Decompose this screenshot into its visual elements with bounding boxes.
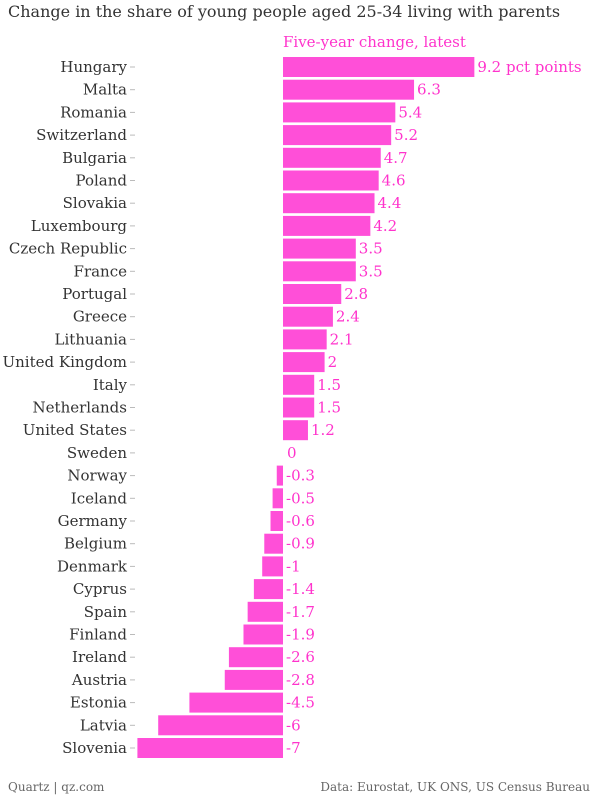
bar: [283, 397, 315, 418]
category-label: Malta: [83, 81, 127, 99]
bar: [158, 715, 283, 736]
category-label: Slovakia: [63, 194, 127, 212]
category-label: Poland: [75, 172, 127, 190]
category-label: Lithuania: [55, 330, 128, 348]
value-label: 6.3: [417, 81, 441, 99]
category-label: Luxembourg: [31, 217, 128, 235]
value-label: 0: [287, 444, 297, 462]
category-label: Ireland: [72, 648, 127, 666]
bar: [283, 352, 325, 373]
bar: [283, 147, 381, 168]
bar: [283, 261, 356, 282]
category-label: Portugal: [62, 285, 127, 303]
category-label: Belgium: [64, 535, 127, 553]
category-label: Netherlands: [33, 399, 127, 417]
bar: [283, 193, 375, 214]
bar: [283, 102, 396, 123]
category-label: Austria: [71, 671, 127, 689]
category-label: Finland: [69, 626, 127, 644]
bar: [224, 669, 283, 690]
bar: [253, 579, 283, 600]
category-label: Switzerland: [36, 126, 127, 144]
category-label: Bulgaria: [62, 149, 127, 167]
value-label: 4.4: [378, 194, 402, 212]
bar: [228, 647, 283, 668]
value-label: 4.6: [382, 172, 406, 190]
value-label: 4.2: [373, 217, 397, 235]
category-label: Slovenia: [62, 739, 127, 757]
category-label: Italy: [93, 376, 128, 394]
bar: [283, 79, 415, 100]
source-credit: Quartz | qz.com: [8, 780, 105, 794]
bar: [283, 215, 371, 236]
data-source: Data: Eurostat, UK ONS, US Census Bureau: [320, 780, 590, 794]
category-label: United States: [23, 421, 127, 439]
value-label: -0.3: [286, 467, 315, 485]
category-label: Germany: [58, 512, 128, 530]
value-label: 2: [328, 353, 338, 371]
category-label: Estonia: [70, 694, 127, 712]
bar: [137, 738, 283, 758]
bar: [264, 533, 283, 554]
value-label: -6: [286, 716, 301, 734]
value-label: 9.2 pct points: [477, 58, 581, 76]
category-label: France: [74, 262, 128, 280]
category-label: Spain: [84, 603, 128, 621]
bar: [247, 601, 283, 622]
value-label: 3.5: [359, 262, 383, 280]
value-label: -4.5: [286, 694, 315, 712]
bar: [283, 170, 379, 191]
value-label: 5.2: [394, 126, 418, 144]
bar: [283, 57, 475, 77]
chart-title: Change in the share of young people aged…: [8, 2, 561, 21]
category-label: United Kingdom: [3, 353, 128, 371]
bar: [283, 420, 308, 441]
bar: [189, 692, 283, 713]
bar: [276, 465, 283, 486]
value-label: -1.7: [286, 603, 315, 621]
bar: [272, 488, 283, 509]
value-label: -1.4: [286, 580, 315, 598]
value-label: -0.6: [286, 512, 315, 530]
category-label: Denmark: [57, 557, 128, 575]
bar: [283, 329, 327, 350]
bar: [283, 125, 392, 146]
bar: [270, 511, 283, 531]
value-label: 2.1: [330, 330, 354, 348]
category-label: Sweden: [67, 444, 127, 462]
bar: [243, 624, 283, 645]
category-label: Romania: [60, 103, 127, 121]
value-label: 1.2: [311, 421, 335, 439]
bar: [262, 556, 283, 577]
value-label: -2.8: [286, 671, 315, 689]
category-label: Iceland: [71, 489, 128, 507]
bars-group: Hungary 9.2 pct points Malta 6.3 Romania 5.4 S…: [3, 57, 582, 758]
category-label: Norway: [67, 467, 127, 485]
category-label: Cyprus: [73, 580, 127, 598]
value-label: 2.4: [336, 308, 360, 326]
value-label: 1.5: [317, 399, 341, 417]
value-label: -1.9: [286, 626, 315, 644]
category-label: Czech Republic: [9, 240, 127, 258]
bar: [283, 284, 342, 304]
category-label: Greece: [73, 308, 127, 326]
bar: [283, 374, 315, 395]
value-label: -7: [286, 739, 301, 757]
category-label: Latvia: [80, 716, 127, 734]
value-label: 1.5: [317, 376, 341, 394]
value-label: 5.4: [398, 103, 422, 121]
value-label: 3.5: [359, 240, 383, 258]
category-label: Hungary: [60, 58, 127, 76]
bar: [283, 306, 333, 327]
value-label: -0.9: [286, 535, 315, 553]
value-label: -1: [286, 557, 301, 575]
series-label: Five-year change, latest: [283, 33, 466, 51]
value-label: 4.7: [384, 149, 408, 167]
value-label: -2.6: [286, 648, 315, 666]
bar: [283, 238, 356, 259]
value-label: 2.8: [344, 285, 368, 303]
value-label: -0.5: [286, 489, 315, 507]
